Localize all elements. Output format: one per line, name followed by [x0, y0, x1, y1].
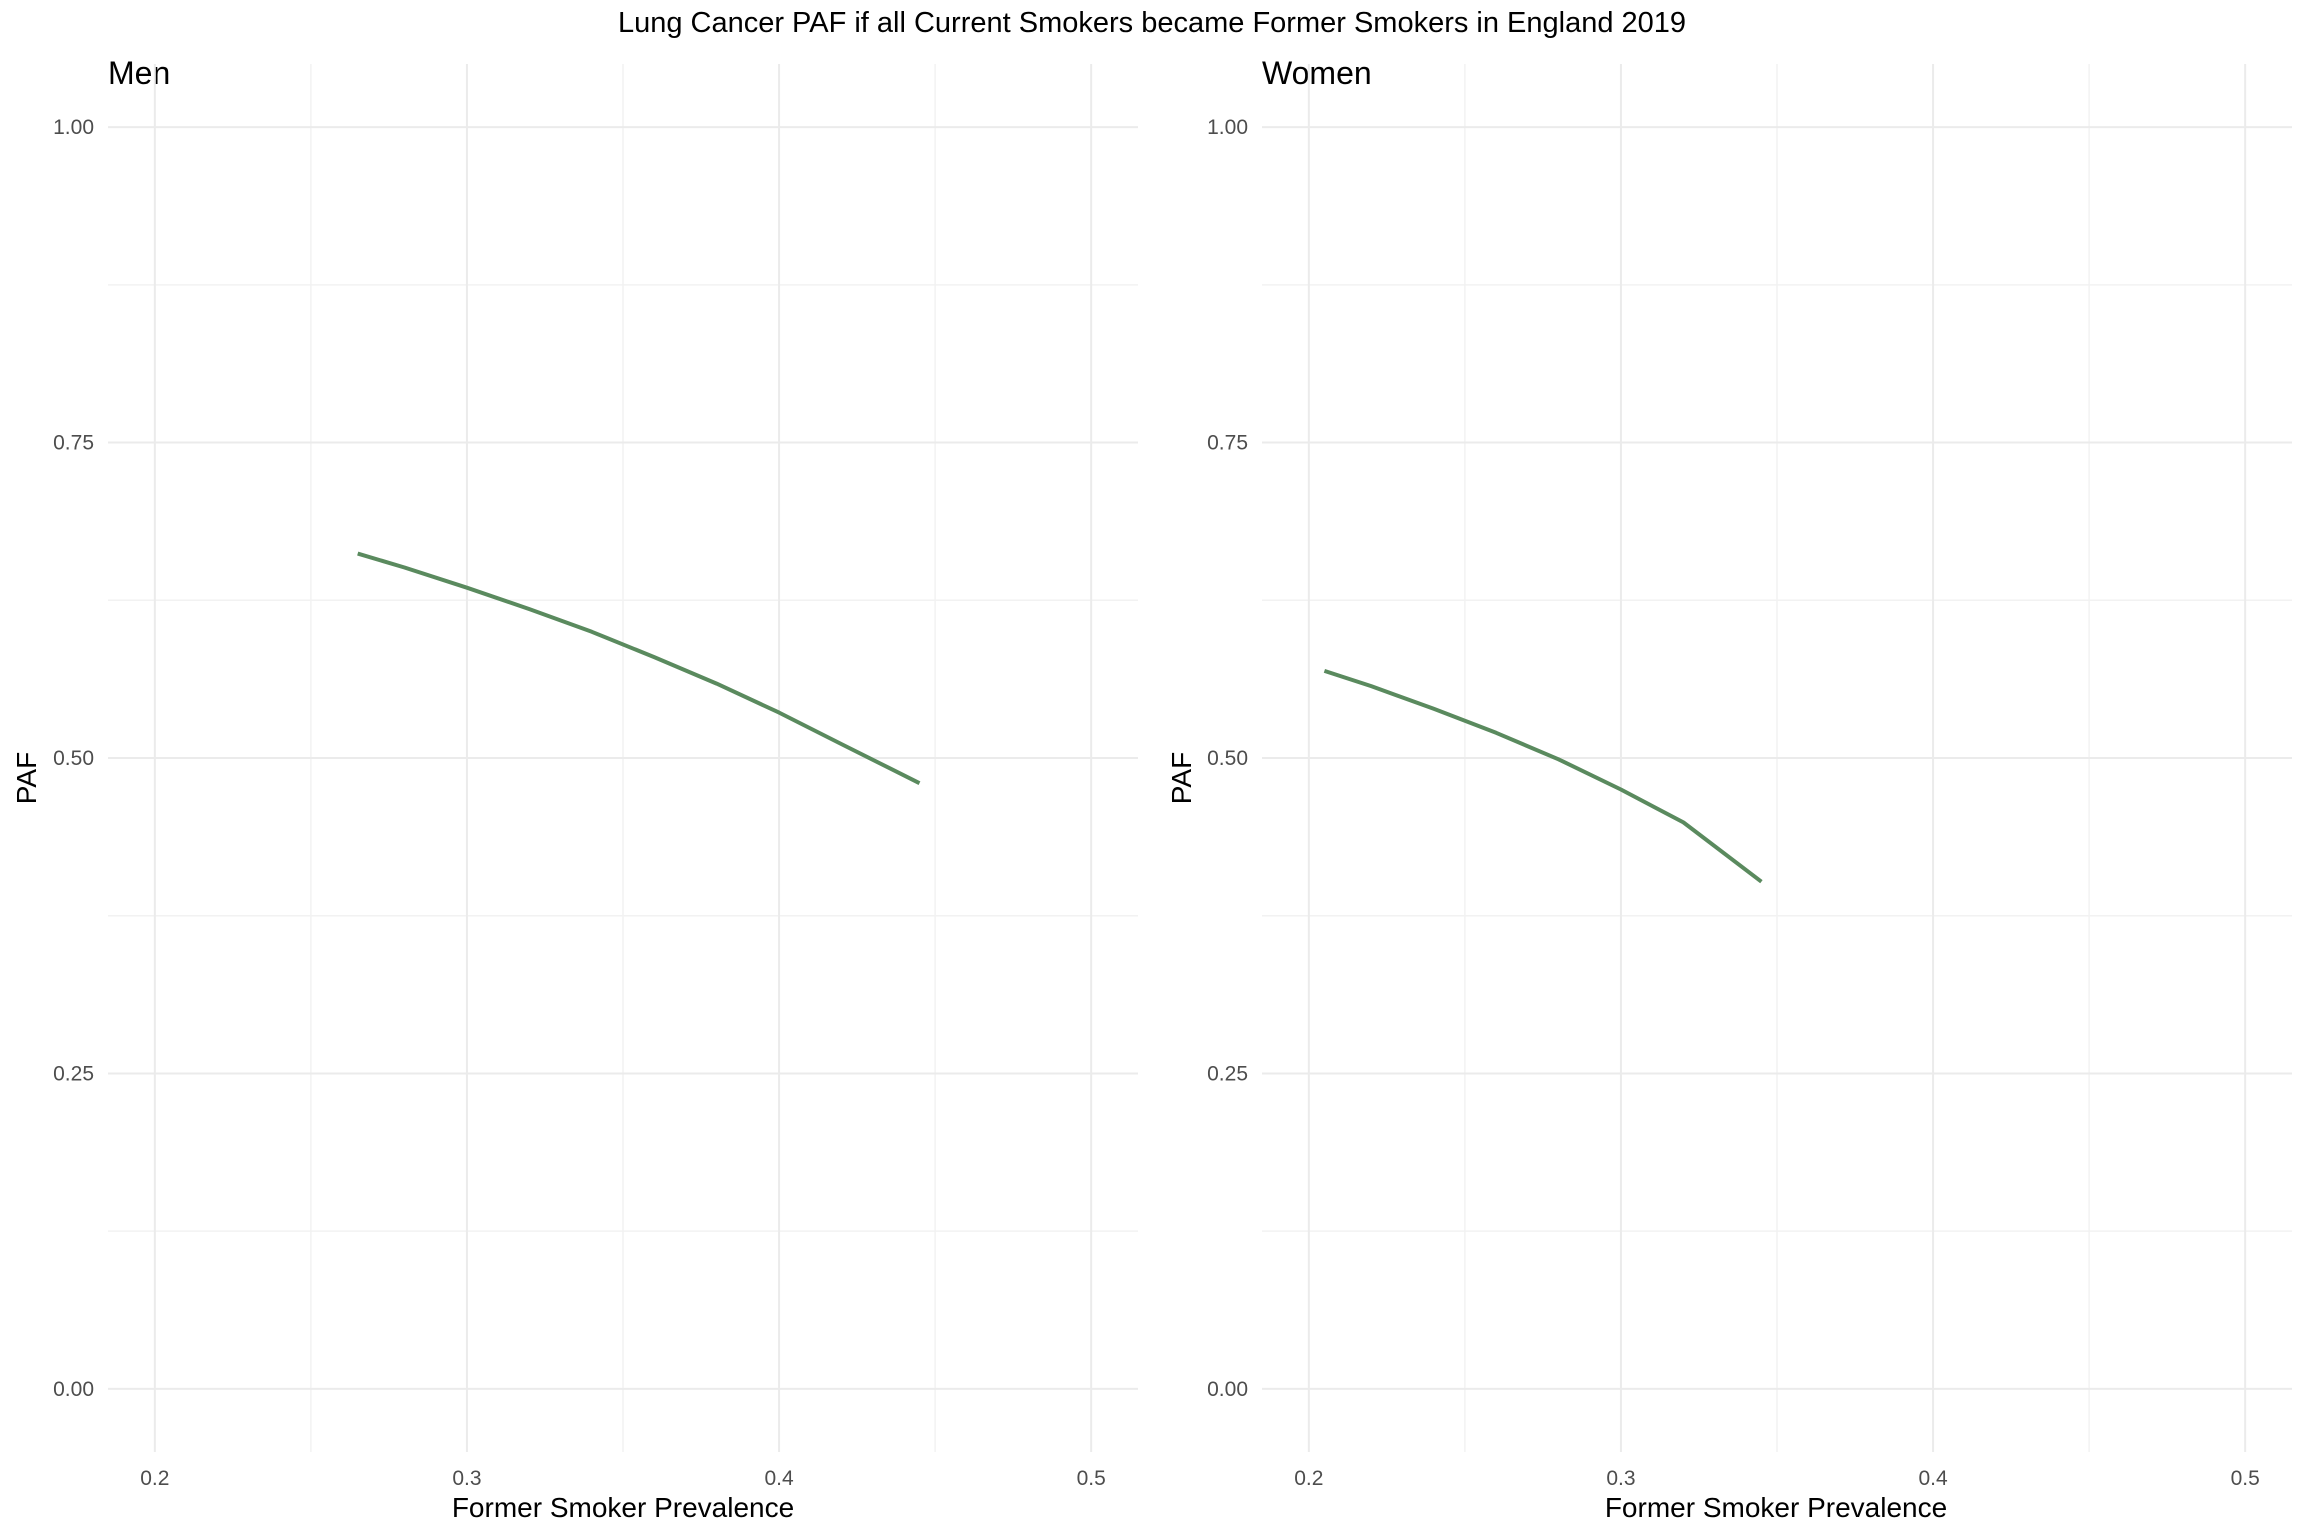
series-men	[357, 551, 921, 785]
grid-men	[108, 64, 1138, 1452]
y-tick-label: 1.00	[1207, 116, 1248, 139]
series-women	[1323, 668, 1763, 884]
panel-men: Men 0.00 0.25 0.50 0.75 1.00 0.2 0.3 0.4 0.5 Fo…	[11, 55, 1138, 1523]
y-tick-label: 0.25	[1207, 1062, 1248, 1085]
x-tick-label: 0.5	[2231, 1467, 2260, 1490]
y-axis-title-women: PAF	[1166, 752, 1197, 804]
y-tick-labels-women: 0.00 0.25 0.50 0.75 1.00	[1207, 116, 1248, 1401]
chart-title: Lung Cancer PAF if all Current Smokers b…	[618, 7, 1686, 39]
x-tick-label: 0.4	[1918, 1467, 1948, 1490]
x-tick-label: 0.5	[1077, 1467, 1106, 1490]
x-tick-labels-women: 0.2 0.3 0.4 0.5	[1294, 1467, 2260, 1490]
x-tick-label: 0.3	[1606, 1467, 1635, 1490]
x-axis-title-men: Former Smoker Prevalence	[452, 1492, 794, 1523]
y-tick-label: 0.75	[1207, 432, 1248, 455]
y-tick-label: 0.25	[53, 1062, 94, 1085]
series-line-men	[357, 551, 921, 785]
y-axis-title-men: PAF	[11, 752, 42, 804]
x-tick-label: 0.2	[1294, 1467, 1323, 1490]
x-tick-labels-men: 0.2 0.3 0.4 0.5	[140, 1467, 1106, 1490]
y-tick-label: 1.00	[53, 116, 94, 139]
x-tick-label: 0.3	[452, 1467, 481, 1490]
series-line-women	[1323, 668, 1763, 884]
panel-women: Women 0.000.250.500.751.00 0.2 0.3 0.4 0.5 …	[1166, 55, 2292, 1523]
y-tick-label: 0.50	[1207, 747, 1248, 770]
y-tick-label: 0.75	[53, 432, 94, 455]
panel-title-men: Men	[108, 55, 170, 91]
x-axis-title-women: Former Smoker Prevalence	[1605, 1492, 1947, 1523]
y-tick-label: 0.00	[53, 1378, 94, 1401]
y-tick-labels-men: 0.00 0.25 0.50 0.75 1.00	[53, 116, 94, 1401]
panel-title-women: Women	[1262, 55, 1372, 91]
y-tick-label: 0.50	[53, 747, 94, 770]
y-tick-label: 0.00	[1207, 1378, 1248, 1401]
x-tick-label: 0.4	[764, 1467, 794, 1490]
grid-women	[1262, 64, 2292, 1452]
x-tick-label: 0.2	[140, 1467, 169, 1490]
